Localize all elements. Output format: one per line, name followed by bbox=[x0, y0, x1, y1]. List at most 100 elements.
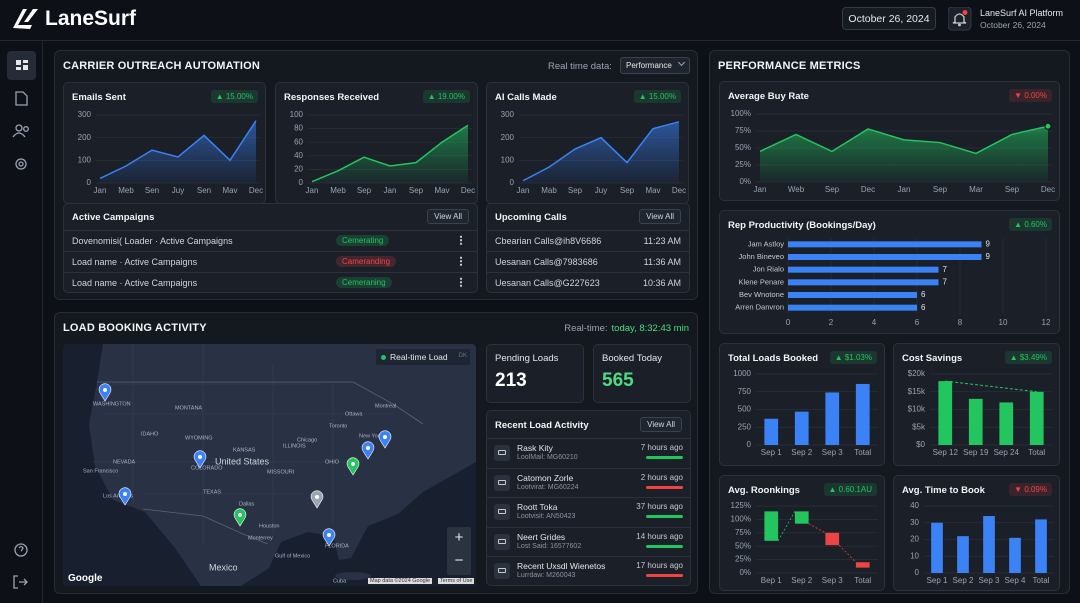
map-pin[interactable] bbox=[98, 383, 112, 402]
land bbox=[89, 344, 476, 586]
truck-icon bbox=[494, 445, 510, 461]
bar bbox=[788, 241, 982, 248]
map-label: Montreal bbox=[375, 403, 396, 409]
change-badge: ▼ 0.00% bbox=[1009, 89, 1052, 102]
map-label: Toronto bbox=[329, 423, 347, 429]
status-pill: Cemerating bbox=[336, 235, 390, 246]
chart-svg: 0 250 500 750 1000 Sep 1 Sep 2 Sep 3 Total bbox=[733, 369, 878, 457]
view-all-button[interactable]: View All bbox=[640, 417, 682, 432]
chart-title: Avg. Roonkings bbox=[728, 485, 800, 496]
y-tick-label: $20k bbox=[908, 369, 926, 378]
x-tick-label: Mav bbox=[222, 186, 237, 195]
nav-users[interactable] bbox=[12, 124, 29, 138]
map-pin[interactable] bbox=[310, 490, 324, 509]
x-tick-label: Total bbox=[854, 448, 871, 457]
recent-card: Recent Load Activity View All Rask Kity Loo… bbox=[486, 410, 691, 586]
x-tick-label: Sen bbox=[145, 186, 159, 195]
y-tick-label: 25% bbox=[735, 160, 751, 169]
bar bbox=[1029, 391, 1044, 445]
nav-dashboard[interactable] bbox=[16, 60, 28, 70]
map-pin[interactable] bbox=[346, 457, 360, 476]
zoom-out[interactable]: − bbox=[454, 552, 464, 569]
bar bbox=[1035, 519, 1047, 573]
bar bbox=[764, 418, 779, 445]
y-tick-label: Klene Penare bbox=[739, 277, 784, 286]
notification-bell[interactable] bbox=[948, 7, 972, 31]
nav-logout[interactable] bbox=[13, 575, 28, 589]
dropdown[interactable]: Performance bbox=[620, 57, 690, 74]
map-label: FLORIDA bbox=[325, 543, 349, 549]
item-name: Rask Kity bbox=[517, 443, 553, 453]
x-tick-label: Total bbox=[854, 576, 871, 585]
x-tick-label: Jan bbox=[384, 186, 397, 195]
row-divider bbox=[487, 526, 690, 528]
view-all-button[interactable]: View All bbox=[639, 209, 681, 224]
map-pin[interactable] bbox=[361, 441, 375, 460]
x-tick-label: Web bbox=[788, 185, 805, 194]
y-tick-label: 100 bbox=[501, 155, 515, 164]
map-attribution: Map data ©2024 Google bbox=[368, 578, 433, 584]
progress-bar bbox=[646, 515, 683, 518]
chart-title: Avg. Time to Book bbox=[902, 485, 985, 496]
map-pin[interactable] bbox=[118, 487, 132, 506]
map-pin[interactable] bbox=[233, 508, 247, 527]
map-pin-dot bbox=[327, 533, 331, 537]
row-name: Uesanan Calls@G227623 bbox=[495, 278, 600, 288]
nav-active[interactable] bbox=[7, 51, 36, 80]
progress-bar bbox=[646, 574, 683, 577]
area-fill bbox=[312, 125, 468, 183]
x-tick-label: Mav bbox=[645, 186, 660, 195]
x-tick-label: Sep 2 bbox=[791, 576, 812, 585]
map-pin-dot bbox=[315, 495, 319, 499]
y-tick-label: 20 bbox=[910, 535, 919, 544]
map-label: NEVADA bbox=[113, 459, 136, 465]
x-tick-label: Mar bbox=[969, 185, 983, 194]
y-tick-label: 10 bbox=[910, 551, 919, 560]
data-label: 7 bbox=[943, 277, 948, 286]
data-label: 6 bbox=[921, 303, 926, 312]
map-pin[interactable] bbox=[193, 450, 207, 469]
call-time: 11:36 AM bbox=[643, 257, 681, 267]
map-label: Chicago bbox=[297, 437, 317, 443]
y-tick-label: 0 bbox=[510, 178, 515, 187]
area-fill bbox=[760, 126, 1048, 182]
map-pin[interactable] bbox=[322, 528, 336, 547]
connector bbox=[808, 523, 826, 534]
bar bbox=[983, 516, 995, 573]
row-menu[interactable] bbox=[460, 256, 462, 266]
data-label: 6 bbox=[921, 290, 926, 299]
item-name: Neert Grides bbox=[517, 531, 566, 542]
change-badge: ▲ 19.00% bbox=[422, 90, 470, 103]
y-tick-label: 40 bbox=[294, 151, 303, 160]
realtime-label: Real time data: bbox=[548, 61, 612, 72]
row-divider bbox=[487, 230, 689, 231]
map[interactable]: WASHINGTON MONTANA IDAHO WYOMING NEVADA COLOR… bbox=[63, 344, 476, 586]
y-tick-label: $15k bbox=[908, 387, 926, 396]
nav-documents[interactable] bbox=[15, 91, 28, 106]
row-divider bbox=[487, 497, 690, 498]
stat-label: Booked Today bbox=[602, 353, 663, 364]
nav-help[interactable] bbox=[14, 543, 28, 557]
y-tick-label: 0 bbox=[915, 568, 920, 577]
map-pin[interactable] bbox=[378, 430, 392, 449]
map-label: Cuba bbox=[333, 578, 347, 584]
zoom-in[interactable]: + bbox=[454, 529, 464, 546]
row-menu[interactable] bbox=[460, 235, 462, 245]
view-all-button[interactable]: View All bbox=[427, 209, 469, 224]
map-label: KANSAS bbox=[233, 447, 256, 453]
map-label: New York bbox=[359, 433, 382, 439]
y-tick-label: $0 bbox=[916, 440, 925, 449]
bar bbox=[788, 304, 917, 311]
x-tick-label: Sep 1 bbox=[927, 576, 948, 585]
map-svg: WASHINGTON MONTANA IDAHO WYOMING NEVADA COLOR… bbox=[63, 344, 476, 586]
row-menu[interactable] bbox=[460, 277, 462, 287]
date-button[interactable]: October 26, 2024 bbox=[842, 7, 936, 30]
nav-settings[interactable] bbox=[15, 158, 27, 170]
map-label: ILLINOIS bbox=[283, 443, 306, 449]
y-tick-label: 200 bbox=[78, 133, 92, 142]
chart-card: Avg. Roonkings ▲ 0.60.1AU 0% 25% 50% 75% 100% 1… bbox=[719, 475, 885, 591]
y-tick-label: Jon Rialo bbox=[753, 265, 784, 274]
truck-glyph bbox=[498, 479, 506, 485]
map-terms[interactable]: Terms of Use bbox=[438, 578, 475, 584]
y-tick-label: 40 bbox=[910, 501, 919, 510]
